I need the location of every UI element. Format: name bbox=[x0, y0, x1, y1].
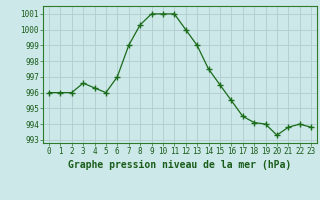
X-axis label: Graphe pression niveau de la mer (hPa): Graphe pression niveau de la mer (hPa) bbox=[68, 160, 292, 170]
